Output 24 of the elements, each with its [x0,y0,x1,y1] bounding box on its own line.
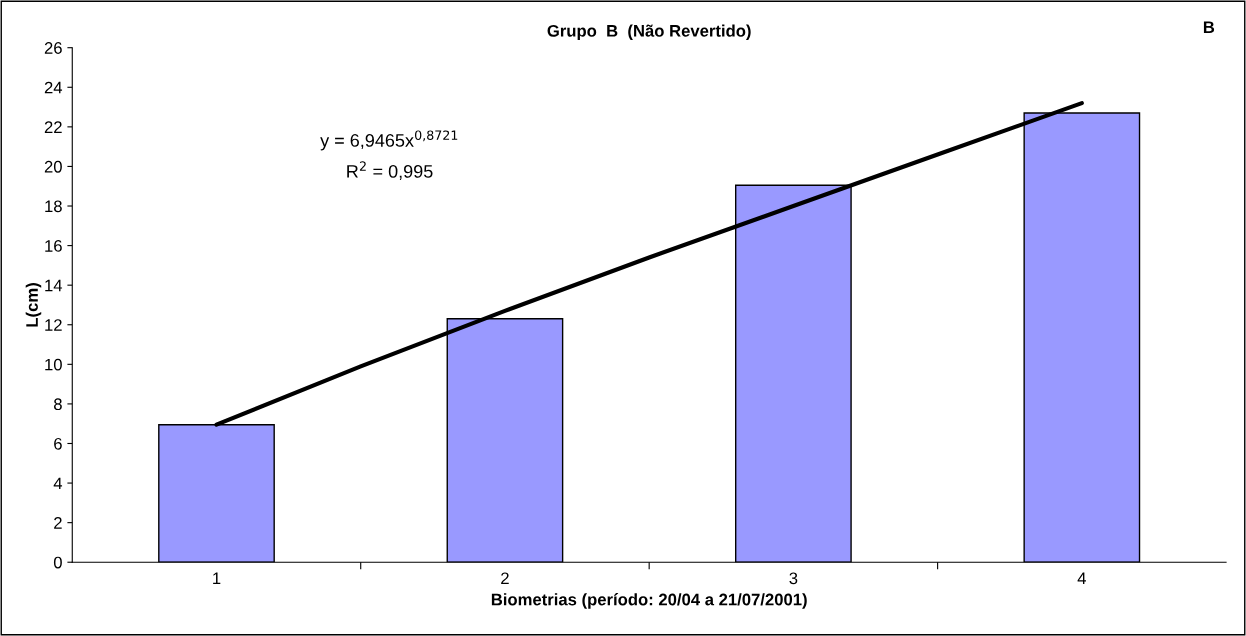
y-tick-label: 24 [44,81,63,94]
text: B [1203,21,1215,33]
y-tick-label: 0 [53,556,62,569]
y-tick-label: 14 [45,279,63,292]
y-tick-label: 18 [45,200,62,213]
x-tick-label: 3 [789,572,798,585]
annotation: y = 6,9465x$^{0,8721}$ [320,130,458,151]
y-tick-label: 22 [44,121,62,133]
y-tick-label: 10 [45,358,62,371]
x-axis-title: Biometrias (período: 20/04 a 21/07/2001) [491,593,807,609]
y-tick-label: 8 [54,398,62,411]
y-axis-title: L(cm) [25,283,42,327]
x-tick-label: 1 [213,572,221,585]
x-tick-label: 4 [1077,572,1086,585]
annotation: R$^{2}$ = 0,995 [347,161,433,180]
y-tick-label: 20 [44,160,62,173]
y-tick-label: 2 [54,517,62,529]
y-tick-label: 16 [45,239,62,252]
y-tick-label: 6 [54,437,62,450]
y-tick-label: 12 [45,319,62,331]
x-tick-label: 2 [501,572,509,585]
y-tick-label: 26 [44,42,62,54]
y-tick-label: 4 [53,477,63,490]
chart-title: Grupo B (Não Revertido) [547,24,751,41]
